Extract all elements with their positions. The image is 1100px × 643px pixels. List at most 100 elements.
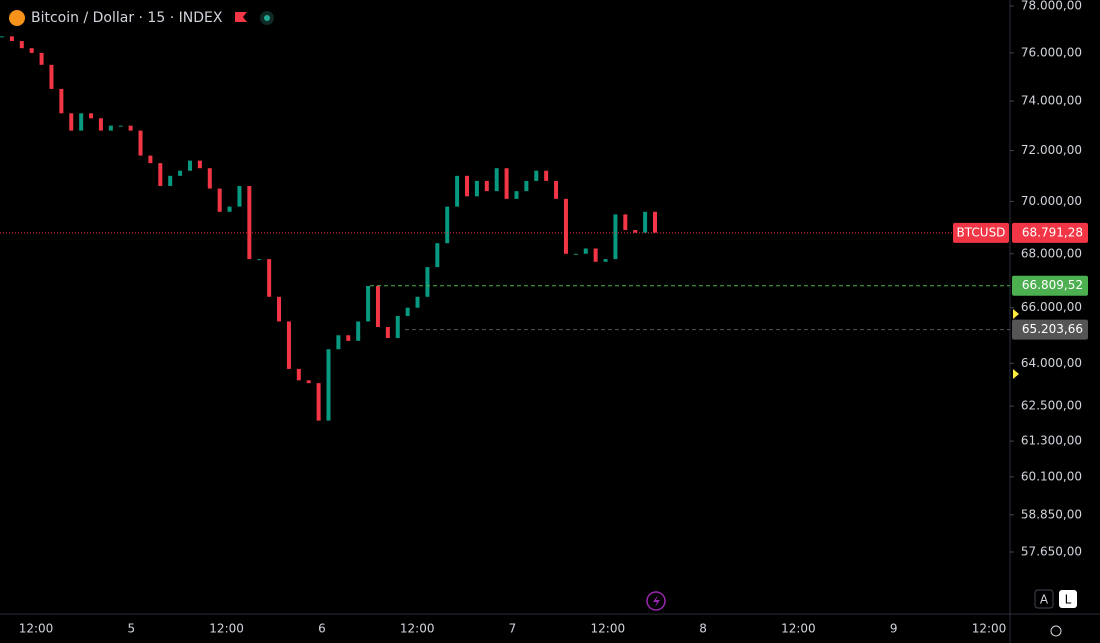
candle [277, 296, 282, 322]
price-tick-label: 76.000,00 [1021, 45, 1082, 59]
candle [49, 64, 54, 89]
candle [257, 259, 262, 261]
candle [187, 160, 192, 171]
coin-icon [9, 10, 25, 26]
candle [326, 349, 331, 421]
candle [573, 253, 578, 255]
auto-button[interactable] [1034, 589, 1054, 609]
price-tick-label: 61.300,00 [1021, 434, 1082, 448]
time-label: 12:00 [591, 622, 626, 636]
symbol-tag [953, 222, 1009, 243]
price-tick-label: 57.650,00 [1021, 545, 1082, 559]
candle [474, 180, 479, 197]
candle [9, 36, 14, 42]
status-dot [264, 15, 270, 21]
candle [267, 259, 272, 297]
candle [29, 48, 34, 53]
candle [296, 368, 301, 381]
price-tag [1012, 222, 1088, 243]
candle [227, 206, 232, 212]
price-tick-label: 78.000,00 [1021, 0, 1082, 13]
replay-button[interactable] [646, 591, 666, 611]
candle [336, 335, 341, 350]
candle [237, 186, 242, 207]
candle [623, 214, 628, 231]
time-label: 6 [318, 622, 326, 636]
alert-marker [1013, 369, 1019, 379]
price-tick-label: 58.850,00 [1021, 507, 1082, 521]
candle [98, 118, 103, 131]
candle [633, 230, 638, 233]
candle [415, 296, 420, 308]
candle [356, 321, 361, 341]
candle [0, 36, 4, 38]
time-label: 12:00 [400, 622, 435, 636]
candle [108, 125, 113, 131]
candle [346, 335, 351, 341]
time-label: 7 [509, 622, 517, 636]
candle [544, 170, 549, 181]
time-label: 12:00 [209, 622, 244, 636]
candle [316, 383, 321, 421]
time-label: 12:00 [19, 622, 54, 636]
candle [504, 168, 509, 199]
flag-icon[interactable] [235, 12, 247, 22]
candle [593, 248, 598, 262]
candle [455, 175, 460, 207]
price-tick-label: 74.000,00 [1021, 94, 1082, 108]
candle [197, 160, 202, 169]
price-tick-label: 60.100,00 [1021, 469, 1082, 483]
price-tick-label: 68.000,00 [1021, 246, 1082, 260]
candle [306, 380, 311, 384]
candle [19, 41, 24, 49]
candle [405, 307, 410, 316]
candle [514, 191, 519, 199]
candle [524, 180, 529, 192]
candle [435, 243, 440, 268]
candle [118, 125, 123, 127]
symbol-title[interactable]: Bitcoin / Dollar · 15 · INDEX [31, 10, 223, 26]
time-label: 12:00 [972, 622, 1007, 636]
candle [69, 113, 74, 131]
candle [484, 180, 489, 192]
price-tick-label: 66.000,00 [1021, 300, 1082, 314]
candle [494, 168, 499, 192]
candle [385, 326, 390, 339]
candle [613, 214, 618, 260]
candle [247, 186, 252, 260]
price-tick-label: 70.000,00 [1021, 194, 1082, 208]
settings-icon[interactable] [1050, 625, 1062, 637]
candle [445, 206, 450, 244]
price-tick-label: 64.000,00 [1021, 356, 1082, 370]
price-tag-label: 65.203,66 [1022, 322, 1083, 336]
candle [554, 180, 559, 199]
candle [39, 52, 44, 65]
price-tag-label: 68.791,28 [1022, 225, 1083, 239]
candle [603, 259, 608, 262]
candle [534, 170, 539, 181]
time-label: 12:00 [781, 622, 816, 636]
candle [79, 113, 84, 131]
alert-marker [1013, 309, 1019, 319]
bolt-icon [653, 595, 660, 607]
candle [128, 125, 133, 131]
candle [366, 285, 371, 322]
time-label: 5 [127, 622, 135, 636]
candle [217, 188, 222, 212]
candle [148, 155, 153, 164]
candle [138, 130, 143, 156]
candle [563, 198, 568, 254]
candle [653, 211, 657, 233]
price-tag [1012, 319, 1088, 340]
candle [158, 163, 163, 187]
candle [89, 113, 94, 119]
candle [583, 248, 588, 254]
candle [425, 267, 430, 297]
log-button[interactable] [1059, 590, 1077, 608]
candle [168, 175, 173, 187]
symbol-tag-label: BTCUSD [957, 225, 1006, 239]
price-tick-label: 72.000,00 [1021, 143, 1082, 157]
